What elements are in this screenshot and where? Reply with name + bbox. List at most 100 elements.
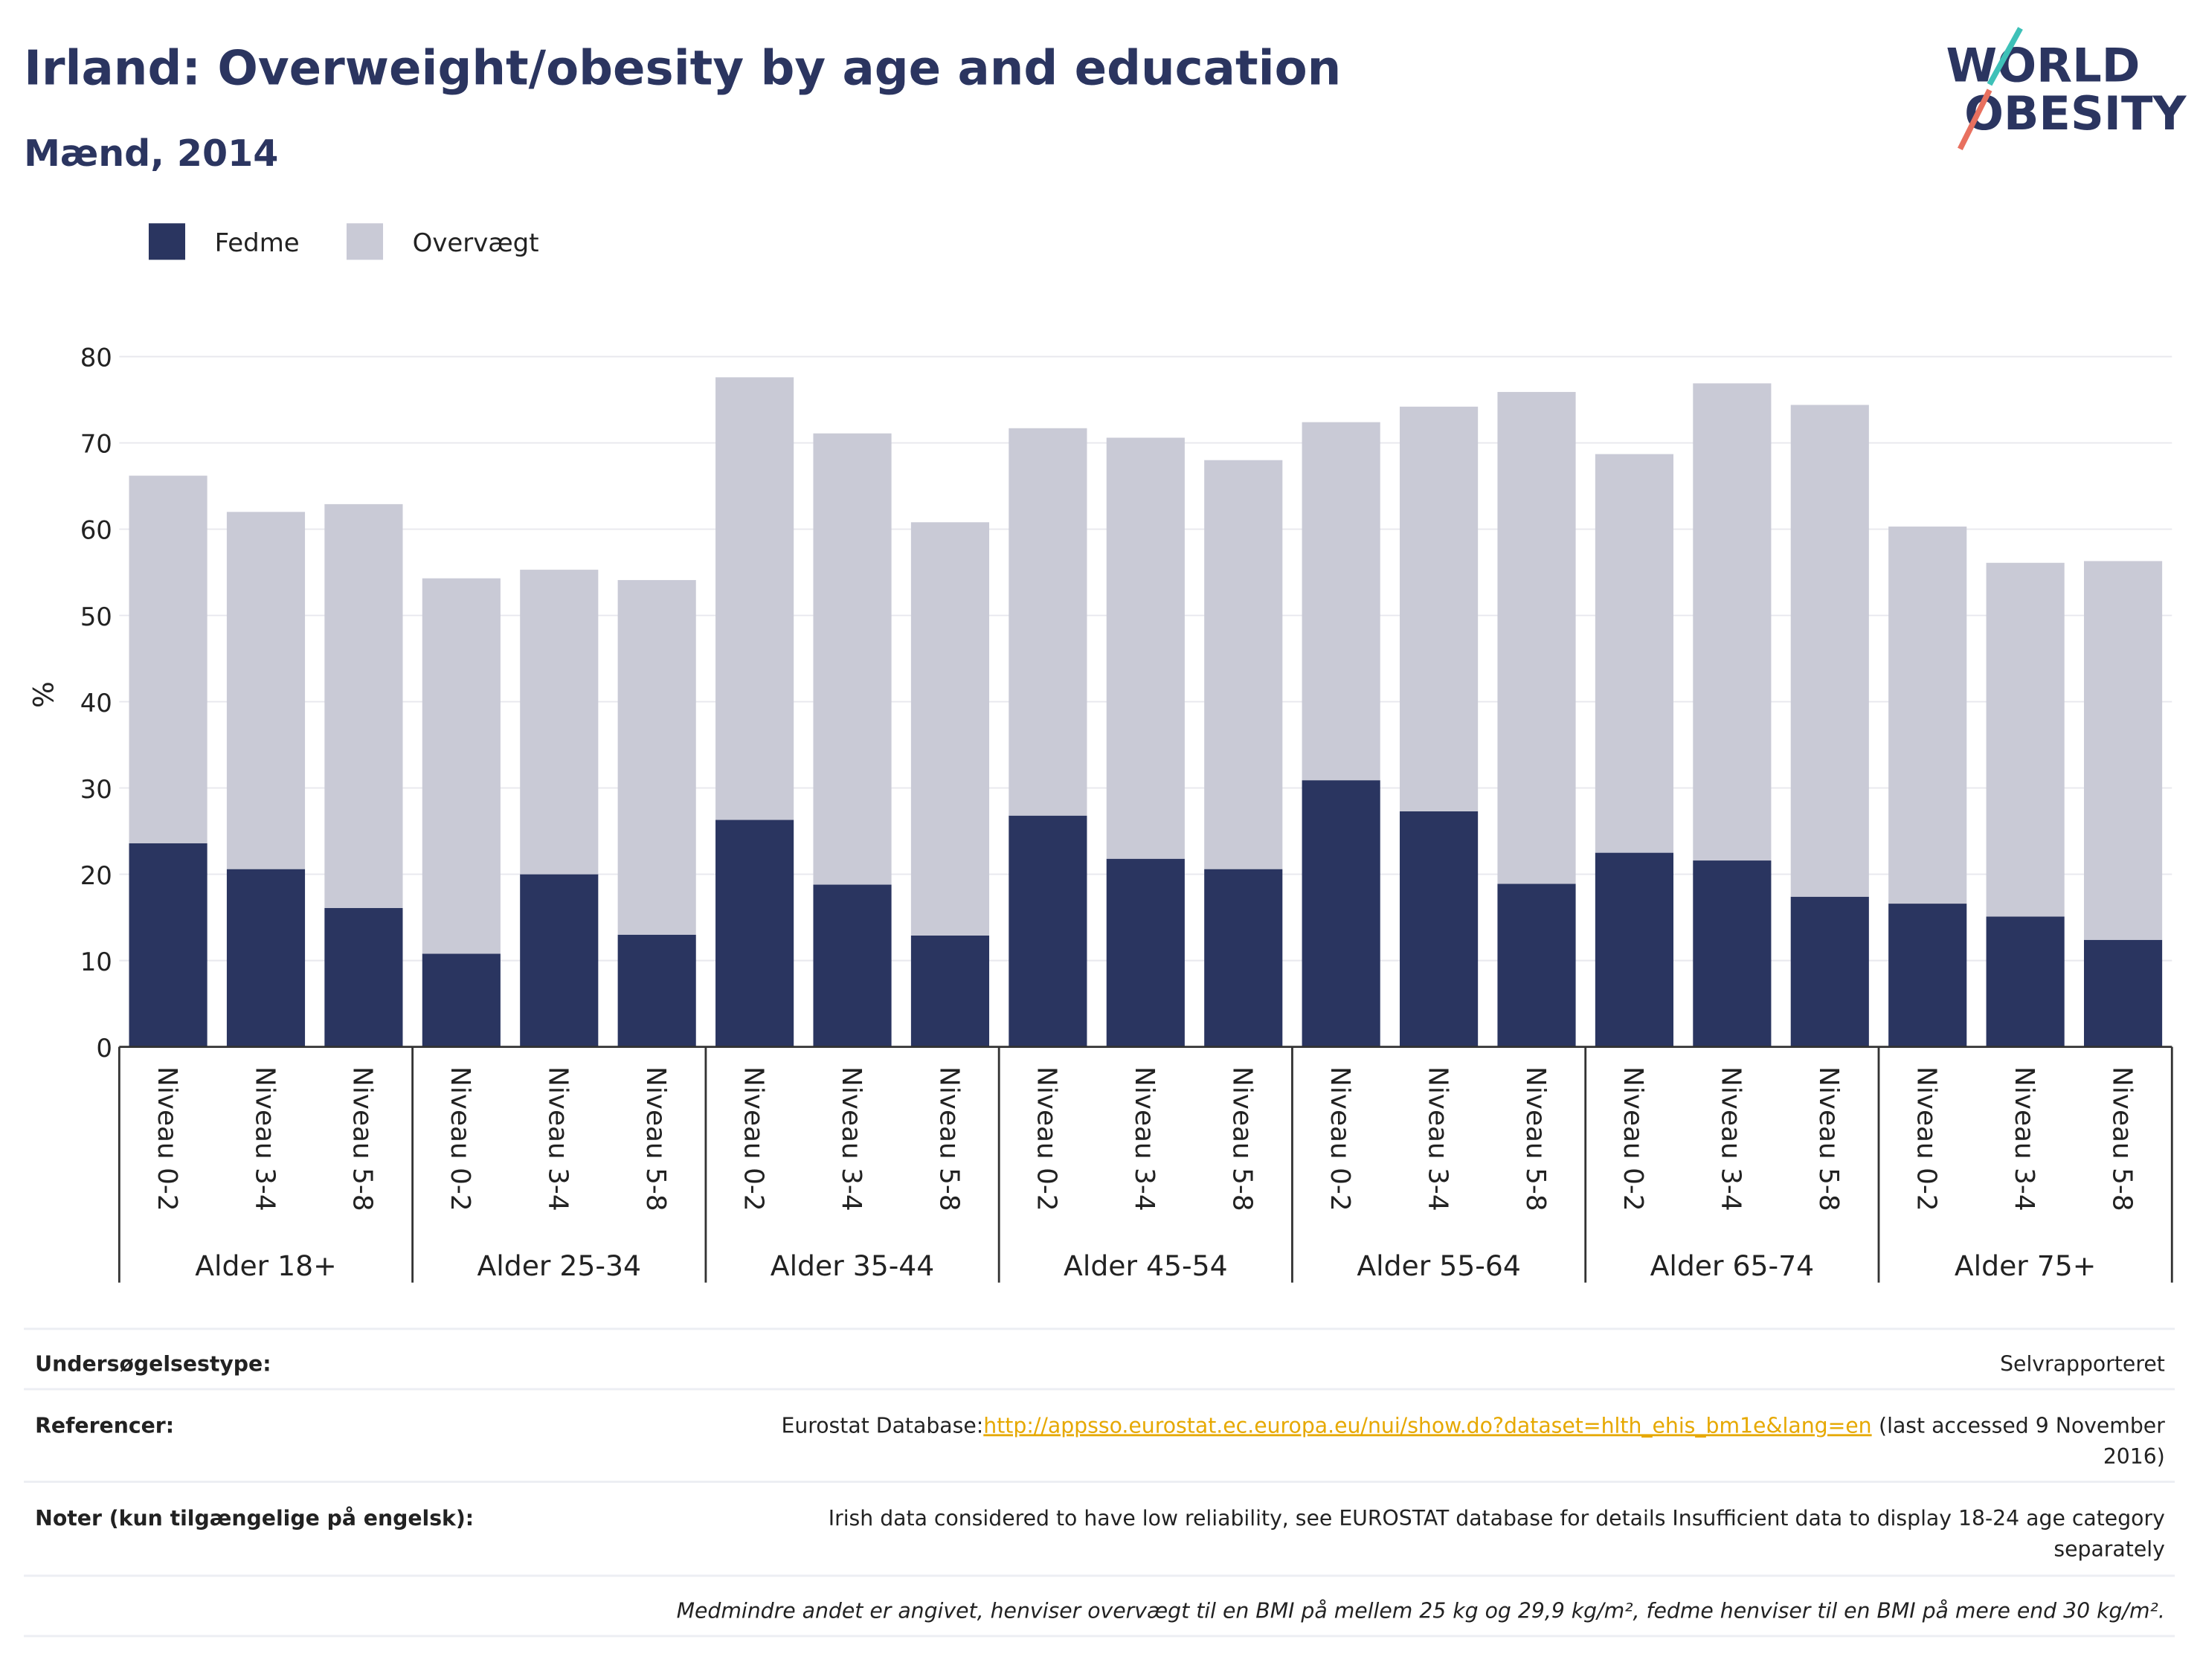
y-tick-label: 50 — [80, 602, 112, 632]
x-tick-label: Niveau 0-2 — [1911, 1066, 1942, 1211]
footer-value: Eurostat Database:http://appsso.eurostat… — [781, 1413, 2165, 1438]
bar-segment — [2083, 939, 2163, 1047]
group-label: Alder 18+ — [195, 1249, 337, 1282]
bar-segment — [715, 820, 794, 1047]
bar-segment — [422, 953, 501, 1047]
bar-segment — [1497, 392, 1576, 884]
x-tick-label: Niveau 5-8 — [2106, 1066, 2137, 1211]
x-tick-label: Niveau 5-8 — [640, 1066, 671, 1211]
footer-value: Selvrapporteret — [2000, 1351, 2165, 1376]
bar-segment — [1302, 780, 1380, 1047]
x-tick-label: Niveau 0-2 — [1325, 1066, 1355, 1211]
bar-segment — [520, 570, 599, 875]
y-axis-label: % — [28, 681, 60, 708]
x-tick-label: Niveau 0-2 — [1032, 1066, 1062, 1211]
x-tick-label: Niveau 0-2 — [1618, 1066, 1648, 1211]
group-label: Alder 25-34 — [477, 1249, 641, 1282]
bar-segment — [1888, 527, 1967, 904]
footer-value: Irish data considered to have low reliab… — [829, 1506, 2165, 1531]
footer: Undersøgelsestype: Selvrapporteret Refer… — [24, 1327, 2175, 1638]
y-tick-label: 60 — [80, 516, 112, 546]
bar-segment — [1302, 422, 1380, 781]
legend-label: Fedme — [215, 228, 300, 258]
x-tick-label: Niveau 3-4 — [1129, 1066, 1159, 1211]
ref-suffix: (last accessed 9 November — [1879, 1413, 2165, 1438]
bar-segment — [1595, 852, 1674, 1047]
bar-segment — [1106, 858, 1185, 1047]
bar-segment — [1693, 860, 1772, 1047]
bar-segment — [813, 884, 892, 1047]
bar-segment — [1693, 383, 1772, 861]
bar-segment — [715, 377, 794, 820]
x-tick-label: Niveau 3-4 — [836, 1066, 866, 1211]
bar-segment — [1009, 428, 1087, 816]
footer-value: separately — [2053, 1536, 2164, 1561]
y-tick-label: 30 — [80, 775, 112, 805]
bar-segment — [2083, 561, 2163, 940]
x-tick-label: Niveau 3-4 — [543, 1066, 573, 1211]
bar-segment — [1204, 460, 1283, 869]
x-tick-label: Niveau 3-4 — [249, 1066, 280, 1211]
x-tick-label: Niveau 5-8 — [347, 1066, 378, 1211]
footer-definition: Medmindre andet er angivet, henviser ove… — [677, 1598, 2165, 1623]
group-label: Alder 65-74 — [1650, 1249, 1815, 1282]
ref-prefix: Eurostat Database: — [781, 1413, 983, 1438]
bar-segment — [129, 475, 208, 843]
footer-value: 2016) — [2103, 1444, 2165, 1469]
x-tick-label: Niveau 0-2 — [445, 1066, 475, 1211]
x-tick-label: Niveau 5-8 — [1227, 1066, 1258, 1211]
ref-link[interactable]: http://appsso.eurostat.ec.europa.eu/nui/… — [983, 1413, 1871, 1438]
bar-segment — [813, 433, 892, 885]
group-label: Alder 55-64 — [1357, 1249, 1521, 1282]
chart-subtitle: Mænd, 2014 — [24, 132, 278, 175]
group-label: Alder 35-44 — [771, 1249, 935, 1282]
legend-label: Overvægt — [413, 228, 539, 258]
bar-segment — [520, 874, 599, 1047]
bar-segment — [226, 869, 306, 1047]
logo-slash — [1958, 88, 1992, 150]
footer-label: Undersøgelsestype: — [35, 1351, 271, 1376]
x-tick-label: Niveau 3-4 — [1716, 1066, 1746, 1211]
bar-segment — [1595, 454, 1674, 853]
footer-label: Referencer: — [35, 1413, 174, 1438]
legend-swatch — [148, 223, 186, 260]
bar-segment — [1888, 904, 1967, 1047]
y-tick-label: 20 — [80, 861, 112, 891]
bar-segment — [422, 578, 501, 954]
logo-text: OBESITY — [1964, 86, 2187, 141]
bar-segment — [1204, 869, 1283, 1047]
group-label: Alder 75+ — [1955, 1249, 2097, 1282]
x-tick-label: Niveau 5-8 — [933, 1066, 964, 1211]
legend-swatch — [346, 223, 384, 260]
bar-segment — [1986, 916, 2065, 1047]
bar-segment — [324, 503, 403, 908]
x-tick-label: Niveau 0-2 — [152, 1066, 182, 1211]
bar-segment — [129, 843, 208, 1047]
y-tick-label: 70 — [80, 430, 112, 460]
bar-segment — [1400, 811, 1479, 1047]
x-tick-label: Niveau 0-2 — [738, 1066, 768, 1211]
y-tick-label: 80 — [80, 344, 112, 373]
logo-slash — [1987, 27, 2023, 86]
bar-segment — [910, 935, 990, 1047]
bar-segment — [1986, 562, 2065, 917]
y-tick-label: 10 — [80, 947, 112, 977]
bar-segment — [1790, 405, 1869, 897]
bar-segment — [1009, 815, 1087, 1047]
bar-segment — [226, 512, 306, 869]
x-tick-label: Niveau 3-4 — [1422, 1066, 1453, 1211]
bar-segment — [1400, 406, 1479, 811]
bar-segment — [617, 579, 696, 935]
bar-segment — [617, 934, 696, 1047]
chart-title: Irland: Overweight/obesity by age and ed… — [24, 41, 1341, 97]
x-tick-label: Niveau 5-8 — [1813, 1066, 1844, 1211]
x-tick-label: Niveau 3-4 — [2009, 1066, 2039, 1211]
bar-segment — [1790, 896, 1869, 1047]
bar-segment — [910, 522, 990, 936]
y-tick-label: 0 — [96, 1034, 112, 1063]
x-tick-label: Niveau 5-8 — [1520, 1066, 1551, 1211]
bar-segment — [1106, 437, 1185, 859]
y-tick-label: 40 — [80, 689, 112, 718]
